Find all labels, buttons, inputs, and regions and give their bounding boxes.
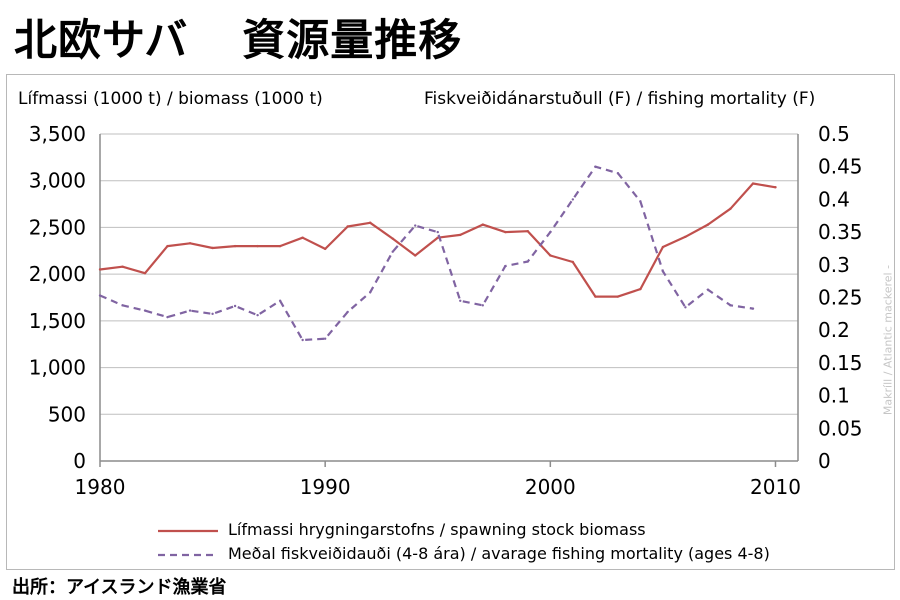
data-point-biomass xyxy=(639,287,642,291)
source-note: 出所：アイスランド漁業省 xyxy=(12,577,227,598)
data-point-biomass xyxy=(774,186,777,189)
y-right-tick-label: 0.2 xyxy=(818,318,850,342)
data-point-mortality xyxy=(346,310,349,314)
y-axis-left-label: Lífmassi (1000 t) / biomass (1000 t) xyxy=(18,89,323,109)
y-right-tick-label: 0.25 xyxy=(818,286,863,310)
data-point-mortality xyxy=(414,224,417,227)
data-point-biomass xyxy=(594,295,597,298)
data-point-biomass xyxy=(323,247,327,251)
data-point-biomass xyxy=(368,221,372,224)
data-point-biomass xyxy=(751,182,755,185)
series-line-mortality xyxy=(99,165,754,342)
y-right-tick-label: 0.05 xyxy=(818,416,863,440)
y-right-tick-label: 0.15 xyxy=(818,351,863,375)
y-left-tick-label: 1,500 xyxy=(29,309,86,333)
legend-label-biomass: Lífmassi hrygningarstofns / spawning sto… xyxy=(228,520,646,539)
data-point-mortality xyxy=(526,260,530,263)
data-point-mortality xyxy=(594,165,597,168)
data-point-biomass xyxy=(278,244,282,248)
data-point-mortality xyxy=(211,312,214,316)
y-left-tick-label: 2,500 xyxy=(29,215,86,239)
data-point-mortality xyxy=(549,230,552,234)
page-title: 北欧サバ 資源量推移 xyxy=(14,16,463,66)
data-point-mortality xyxy=(233,304,237,308)
data-point-mortality xyxy=(571,198,575,201)
y-left-tick-label: 3,000 xyxy=(29,169,86,193)
data-point-biomass xyxy=(414,254,417,257)
data-point-mortality xyxy=(459,299,462,302)
data-point-biomass xyxy=(729,207,732,210)
y-left-tick-label: 1,000 xyxy=(29,356,86,380)
data-point-biomass xyxy=(616,295,620,298)
data-point-biomass xyxy=(98,268,102,271)
data-point-mortality xyxy=(729,304,732,307)
series-line-biomass xyxy=(99,182,776,298)
data-point-biomass xyxy=(166,244,169,248)
data-point-mortality xyxy=(504,264,507,268)
data-point-biomass xyxy=(481,223,484,226)
y-axis-right-label: Fiskveiðidánarstuðull (F) / fishing mort… xyxy=(424,89,816,109)
data-point-mortality xyxy=(481,304,484,307)
y-right-tick-label: 0.45 xyxy=(818,155,863,179)
data-point-mortality xyxy=(98,294,102,297)
chart-frame xyxy=(6,74,895,570)
data-point-mortality xyxy=(639,200,642,203)
data-point-biomass xyxy=(571,260,575,264)
legend-label-mortality: Meðal fiskveiðidauði (4-8 ára) / avarage… xyxy=(228,544,770,563)
data-point-biomass xyxy=(706,223,710,226)
data-point-biomass xyxy=(504,230,507,234)
data-point-mortality xyxy=(143,309,147,312)
y-left-tick-label: 3,500 xyxy=(29,122,86,146)
data-point-biomass xyxy=(661,245,665,249)
y-left-tick-label: 0 xyxy=(73,449,86,473)
data-point-mortality xyxy=(436,230,439,234)
data-point-mortality xyxy=(166,315,169,319)
y-right-tick-label: 0.3 xyxy=(818,253,850,277)
data-point-mortality xyxy=(684,306,687,309)
data-point-mortality xyxy=(751,307,755,310)
data-point-mortality xyxy=(278,299,282,302)
data-point-biomass xyxy=(211,246,214,250)
data-point-biomass xyxy=(526,229,530,233)
y-right-tick-label: 0.1 xyxy=(818,384,850,408)
data-point-mortality xyxy=(706,288,710,291)
data-point-mortality xyxy=(256,313,259,317)
data-point-mortality xyxy=(121,304,124,307)
data-point-biomass xyxy=(188,242,192,245)
y-right-tick-label: 0.35 xyxy=(818,220,863,244)
data-point-mortality xyxy=(301,338,304,342)
x-tick-label: 1980 xyxy=(75,475,126,499)
x-tick-label: 2000 xyxy=(525,475,576,499)
data-point-biomass xyxy=(121,265,124,268)
data-point-biomass xyxy=(143,272,147,275)
x-tick-label: 2010 xyxy=(750,475,801,499)
x-tick-label: 1990 xyxy=(300,475,351,499)
y-right-tick-label: 0.4 xyxy=(818,187,850,211)
y-right-tick-label: 0 xyxy=(818,449,831,473)
data-point-biomass xyxy=(346,225,349,228)
data-point-biomass xyxy=(459,233,462,237)
data-point-biomass xyxy=(256,244,259,248)
data-point-biomass xyxy=(233,244,237,248)
data-point-biomass xyxy=(391,237,394,240)
data-point-mortality xyxy=(188,309,192,312)
y-left-tick-label: 500 xyxy=(48,402,86,426)
data-point-mortality xyxy=(661,270,665,273)
data-point-mortality xyxy=(323,337,327,340)
data-point-biomass xyxy=(684,235,687,238)
data-point-biomass xyxy=(549,254,552,257)
data-point-biomass xyxy=(301,236,304,239)
data-point-mortality xyxy=(368,291,372,294)
y-left-tick-label: 2,000 xyxy=(29,262,86,286)
data-point-mortality xyxy=(616,172,620,175)
y-right-tick-label: 0.5 xyxy=(818,122,850,146)
data-point-mortality xyxy=(391,250,394,253)
watermark: Makríll / Atlantic mackerel - xyxy=(881,264,895,416)
